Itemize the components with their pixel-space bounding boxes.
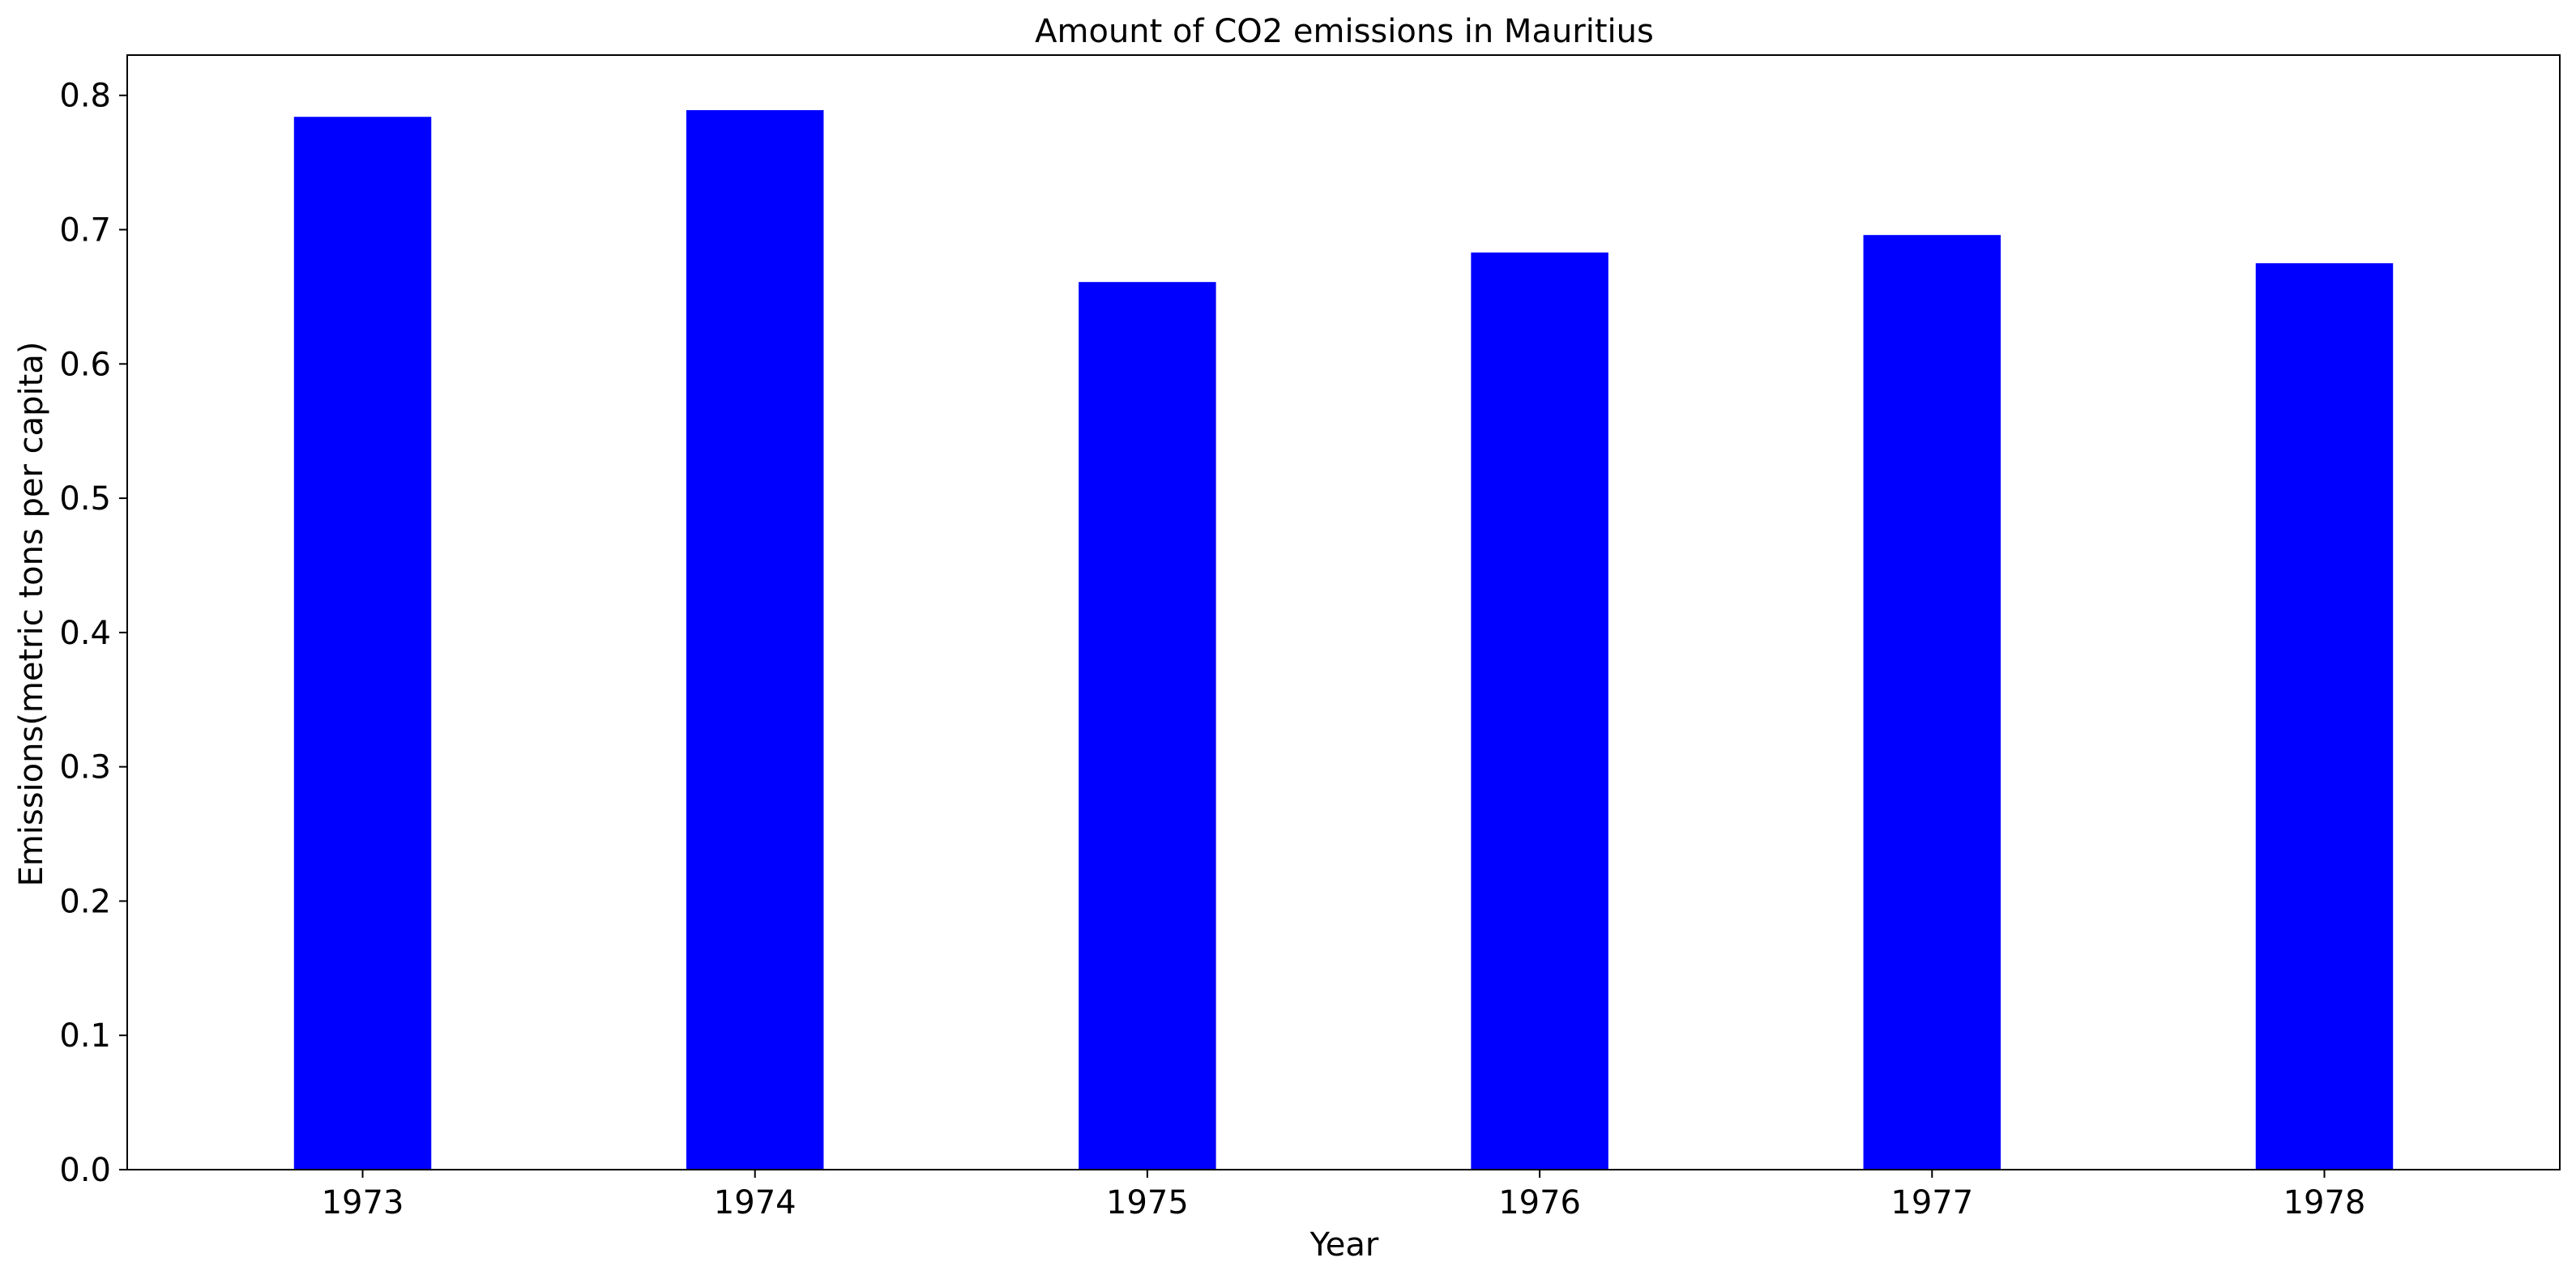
chart-title: Amount of CO2 emissions in Mauritius [1035, 13, 1654, 50]
bar-1977 [1863, 235, 2001, 1170]
x-axis-ticks: 1973 1974 1975 1976 1977 1978 [322, 1170, 2366, 1221]
bar-1974 [686, 109, 824, 1170]
bar-1978 [2255, 262, 2394, 1170]
bar-1976 [1471, 252, 1608, 1170]
y-tick-label: 0.7 [59, 212, 111, 249]
x-tick-label: 1973 [322, 1184, 404, 1221]
bars-group [293, 109, 2394, 1170]
x-tick-label: 1977 [1890, 1184, 1973, 1221]
y-tick-label: 0.6 [59, 346, 111, 383]
plot-frame [126, 54, 2561, 1170]
x-tick-label: 1978 [2283, 1184, 2366, 1221]
y-tick-label: 0.2 [59, 883, 111, 920]
y-tick-label: 0.8 [59, 78, 111, 115]
y-tick-label: 0.0 [59, 1152, 111, 1189]
y-axis-ticks: 0.0 0.1 0.2 0.3 0.4 0.5 0.6 0.7 0.8 [59, 78, 127, 1189]
x-axis-label: Year [1309, 1226, 1379, 1264]
x-tick-label: 1976 [1498, 1184, 1581, 1221]
x-tick-label: 1975 [1106, 1184, 1189, 1221]
y-tick-label: 0.5 [59, 480, 111, 518]
y-tick-label: 0.4 [59, 615, 111, 652]
bar-1975 [1079, 282, 1216, 1170]
y-axis-label: Emissions(metric tons per capita) [13, 342, 50, 887]
bar-1973 [293, 117, 432, 1170]
y-tick-label: 0.3 [59, 749, 111, 787]
x-tick-label: 1974 [714, 1184, 797, 1221]
y-tick-label: 0.1 [59, 1017, 111, 1055]
